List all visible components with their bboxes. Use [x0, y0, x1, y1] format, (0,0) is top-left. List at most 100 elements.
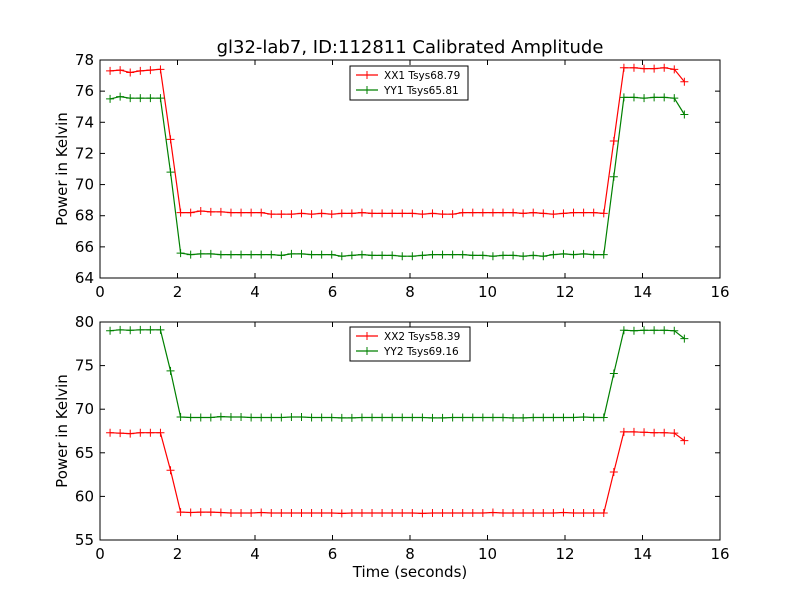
- data-point: [378, 251, 387, 260]
- data-point: [488, 208, 497, 217]
- y-axis-label: Power in Kelvin: [53, 374, 71, 488]
- data-point: [216, 508, 225, 517]
- legend-marker: [363, 347, 371, 355]
- legend-label: YY2 Tsys69.16: [383, 346, 459, 358]
- data-point: [357, 413, 366, 422]
- data-point: [357, 208, 366, 217]
- legend-marker: [363, 86, 371, 94]
- series-1: [106, 63, 689, 219]
- x-tick-label: 12: [555, 283, 574, 301]
- data-point: [368, 209, 377, 218]
- data-point: [569, 250, 578, 259]
- data-point: [478, 208, 487, 217]
- data-point: [347, 508, 356, 517]
- y-tick-label: 55: [75, 531, 94, 549]
- data-point: [609, 467, 618, 476]
- data-point: [589, 508, 598, 517]
- data-point: [599, 250, 608, 259]
- data-point: [619, 427, 628, 436]
- data-point: [589, 208, 598, 217]
- y-tick-label: 75: [75, 357, 94, 375]
- data-point: [247, 250, 256, 259]
- data-point: [216, 207, 225, 216]
- data-point: [640, 64, 649, 73]
- data-point: [267, 413, 276, 422]
- data-point: [297, 209, 306, 218]
- data-point: [216, 250, 225, 259]
- data-point: [226, 208, 235, 217]
- x-tick-label: 10: [478, 545, 497, 563]
- data-point: [106, 428, 115, 437]
- data-point: [609, 369, 618, 378]
- y-axis-label: Power in Kelvin: [53, 112, 71, 226]
- data-point: [660, 326, 669, 335]
- data-point: [488, 508, 497, 517]
- legend-label: XX2 Tsys58.39: [384, 331, 460, 343]
- x-tick-label: 0: [95, 545, 105, 563]
- data-point: [116, 325, 125, 334]
- data-point: [277, 413, 286, 422]
- data-point: [670, 326, 679, 335]
- data-point: [589, 413, 598, 422]
- data-point: [206, 413, 215, 422]
- data-point: [206, 207, 215, 216]
- legend: XX1 Tsys68.79 YY1 Tsys65.81: [349, 65, 469, 101]
- data-point: [287, 413, 296, 422]
- data-point: [488, 413, 497, 422]
- data-point: [186, 508, 195, 517]
- data-point: [368, 413, 377, 422]
- data-point: [327, 508, 336, 517]
- data-point: [156, 94, 165, 103]
- data-point: [146, 66, 155, 75]
- data-point: [458, 508, 467, 517]
- data-point: [468, 251, 477, 260]
- data-point: [116, 429, 125, 438]
- data-point: [176, 413, 185, 422]
- data-point: [428, 209, 437, 218]
- y-tick-label: 70: [75, 400, 94, 418]
- data-point: [388, 413, 397, 422]
- data-point: [670, 65, 679, 74]
- data-point: [176, 208, 185, 217]
- data-point: [629, 93, 638, 102]
- data-point: [146, 428, 155, 437]
- data-point: [428, 413, 437, 422]
- data-point: [126, 68, 135, 77]
- data-point: [519, 413, 528, 422]
- series-line: [110, 329, 685, 419]
- legend-box: [349, 326, 471, 362]
- data-point: [519, 508, 528, 517]
- data-point: [509, 208, 518, 217]
- data-point: [337, 509, 346, 518]
- data-point: [418, 413, 427, 422]
- data-point: [519, 209, 528, 218]
- data-point: [156, 428, 165, 437]
- data-point: [126, 326, 135, 335]
- data-point: [529, 413, 538, 422]
- x-tick-label: 16: [710, 283, 729, 301]
- data-point: [629, 326, 638, 335]
- data-point: [680, 77, 689, 86]
- data-point: [347, 209, 356, 218]
- legend-label: YY1 Tsys65.81: [383, 85, 459, 97]
- data-point: [529, 251, 538, 260]
- data-point: [660, 63, 669, 72]
- data-point: [277, 251, 286, 260]
- legend-label: XX1 Tsys68.79: [384, 70, 460, 82]
- y-tick-label: 76: [75, 82, 94, 100]
- data-point: [488, 252, 497, 261]
- x-tick-label: 4: [250, 283, 260, 301]
- data-point: [226, 250, 235, 259]
- y-tick-label: 70: [75, 176, 94, 194]
- data-point: [176, 249, 185, 258]
- y-tick-label: 66: [75, 238, 94, 256]
- data-point: [357, 250, 366, 259]
- data-point: [559, 413, 568, 422]
- data-point: [116, 92, 125, 101]
- series-line: [110, 431, 685, 515]
- data-point: [126, 429, 135, 438]
- data-point: [166, 366, 175, 375]
- bottom-panel: 0 2 4 6 8 10 12 14 16 55 60 65 70 75 80 Power in Kelvin…: [53, 313, 730, 581]
- data-point: [458, 208, 467, 217]
- data-point: [136, 325, 145, 334]
